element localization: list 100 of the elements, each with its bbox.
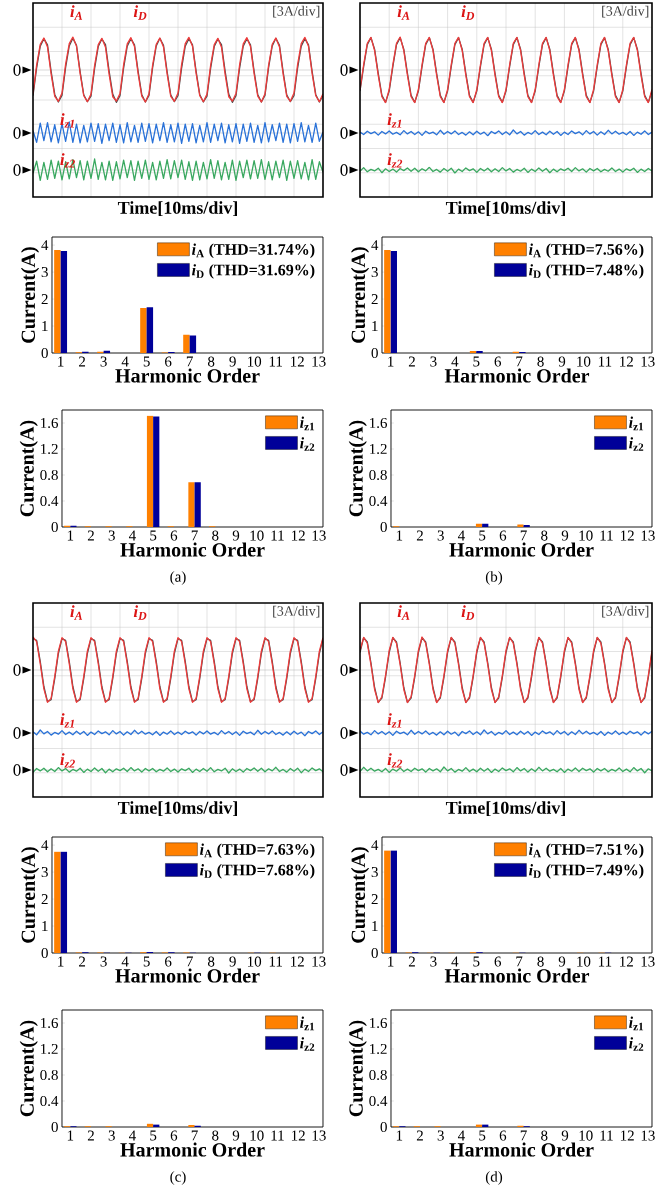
x-tick-label: 1 (396, 530, 403, 541)
x-tick-label: 10 (577, 356, 591, 367)
x-tick-label: 10 (247, 356, 262, 367)
bar (390, 251, 397, 353)
x-tick-label: 10 (577, 956, 591, 967)
x-tick-label: 12 (620, 356, 633, 367)
text: 0 (340, 127, 348, 139)
text: 0 (340, 64, 348, 76)
x-tick-label: 1 (396, 1130, 403, 1141)
x-tick-label: 11 (269, 956, 283, 967)
series-label: i$_{z2}$ (60, 753, 75, 768)
x-tick-label: 12 (291, 1130, 305, 1141)
legend-label: i$_{z1}$ (300, 1016, 315, 1031)
x-tick-label: 4 (128, 530, 136, 541)
x-tick-label: 9 (561, 1130, 569, 1141)
series-label: i$_{A}$ (70, 605, 83, 620)
x-tick-label: 11 (600, 530, 613, 541)
bar (140, 307, 147, 353)
x-tick-label: 2 (87, 530, 94, 541)
bar (384, 249, 391, 353)
y-tick-label: 3 (371, 867, 378, 878)
y-tick-label: 0 (41, 347, 48, 359)
y-axis-title: Current(A) (348, 420, 367, 517)
x-tick-label: 9 (558, 356, 566, 367)
x-tick-label: 2 (87, 1130, 94, 1141)
legend-label: i$_{A}$ (THD=7.63%) (200, 843, 315, 859)
y-tick-label: 1.2 (370, 443, 387, 455)
series-label: i$_{A}$ (397, 5, 410, 20)
x-tick-label: 8 (537, 356, 544, 367)
series-label: i$_{z1}$ (387, 713, 402, 728)
y-tick-label: 1.2 (41, 1043, 58, 1055)
y-tick-label: 2 (41, 294, 48, 305)
x-axis-title: Time[10ms/div] (445, 801, 565, 817)
series-label: i$_{D}$ (133, 605, 147, 620)
x-tick-label: 9 (561, 530, 569, 541)
x-tick-label: 5 (479, 1130, 486, 1141)
text: 0 (13, 164, 21, 176)
text: 0 (340, 664, 348, 676)
text: 0 (13, 127, 21, 139)
x-tick-label: 13 (641, 1130, 655, 1141)
x-tick-label: 12 (291, 530, 305, 541)
x-tick-label: 4 (457, 1130, 465, 1141)
y-tick-label: 0 (380, 1121, 387, 1133)
x-axis-title: Time[10ms/div] (117, 801, 237, 817)
text: 0 (13, 727, 21, 739)
y-tick-label: 0.8 (369, 1069, 387, 1081)
text: 0 (340, 164, 348, 176)
bar (183, 334, 190, 353)
x-tick-label: 4 (457, 530, 465, 541)
text: [3A/div] (602, 605, 649, 618)
x-tick-label: 5 (473, 356, 480, 367)
y-tick-label: 4 (41, 840, 49, 851)
x-axis-title: Harmonic Order (115, 368, 260, 383)
y-tick-label: 1 (372, 921, 378, 931)
y-tick-label: 2 (371, 294, 378, 305)
x-tick-label: 9 (232, 530, 240, 541)
y-tick-label: 4 (41, 240, 49, 251)
y-tick-label: 0 (51, 1121, 58, 1133)
y-tick-label: 0 (371, 347, 378, 359)
x-tick-label: 3 (437, 530, 444, 541)
x-tick-label: 11 (271, 1130, 284, 1141)
x-tick-label: 10 (250, 530, 264, 541)
x-tick-label: 4 (128, 1130, 136, 1141)
x-tick-label: 8 (541, 1130, 548, 1141)
y-axis-title: Current(A) (348, 1020, 367, 1117)
x-tick-label: 13 (312, 530, 326, 541)
x-axis-title: Harmonic Order (115, 968, 260, 983)
bar (60, 851, 68, 953)
x-tick-label: 12 (291, 356, 304, 367)
x-tick-label: 12 (620, 1130, 634, 1141)
y-axis-title: Current(A) (19, 420, 38, 517)
text: (b) (485, 571, 503, 585)
x-tick-label: 3 (437, 1130, 444, 1141)
x-tick-label: 2 (416, 1130, 423, 1141)
x-axis-title: Harmonic Order (449, 1142, 594, 1157)
x-tick-label: 13 (641, 356, 655, 367)
x-axis-title: Time[10ms/div] (445, 201, 565, 217)
y-tick-label: 1.6 (370, 1017, 388, 1029)
x-tick-label: 10 (250, 1130, 264, 1141)
x-axis-title: Harmonic Order (444, 968, 590, 983)
series-label: i$_{A}$ (397, 605, 410, 620)
x-tick-label: 9 (229, 956, 236, 967)
bar (60, 251, 68, 353)
y-tick-label: 1 (42, 921, 48, 931)
y-axis-title: Current(A) (19, 1020, 38, 1117)
x-tick-label: 11 (598, 956, 612, 967)
x-tick-label: 4 (121, 956, 129, 967)
text: (a) (170, 571, 186, 585)
x-tick-label: 6 (499, 530, 507, 541)
legend-label: i$_{z2}$ (629, 437, 644, 451)
legend-label: i$_{z2}$ (629, 1037, 644, 1051)
x-tick-label: 6 (165, 956, 172, 967)
legend-label: i$_{A}$ (THD=31.74%) (192, 243, 315, 259)
text: [3A/div] (273, 5, 320, 18)
y-tick-label: 3 (41, 867, 48, 878)
x-tick-label: 9 (558, 956, 566, 967)
x-tick-label: 7 (516, 956, 523, 967)
x-tick-label: 4 (451, 956, 459, 967)
legend-label: i$_{D}$ (THD=7.49%) (529, 864, 644, 879)
y-tick-label: 0.8 (369, 469, 387, 481)
